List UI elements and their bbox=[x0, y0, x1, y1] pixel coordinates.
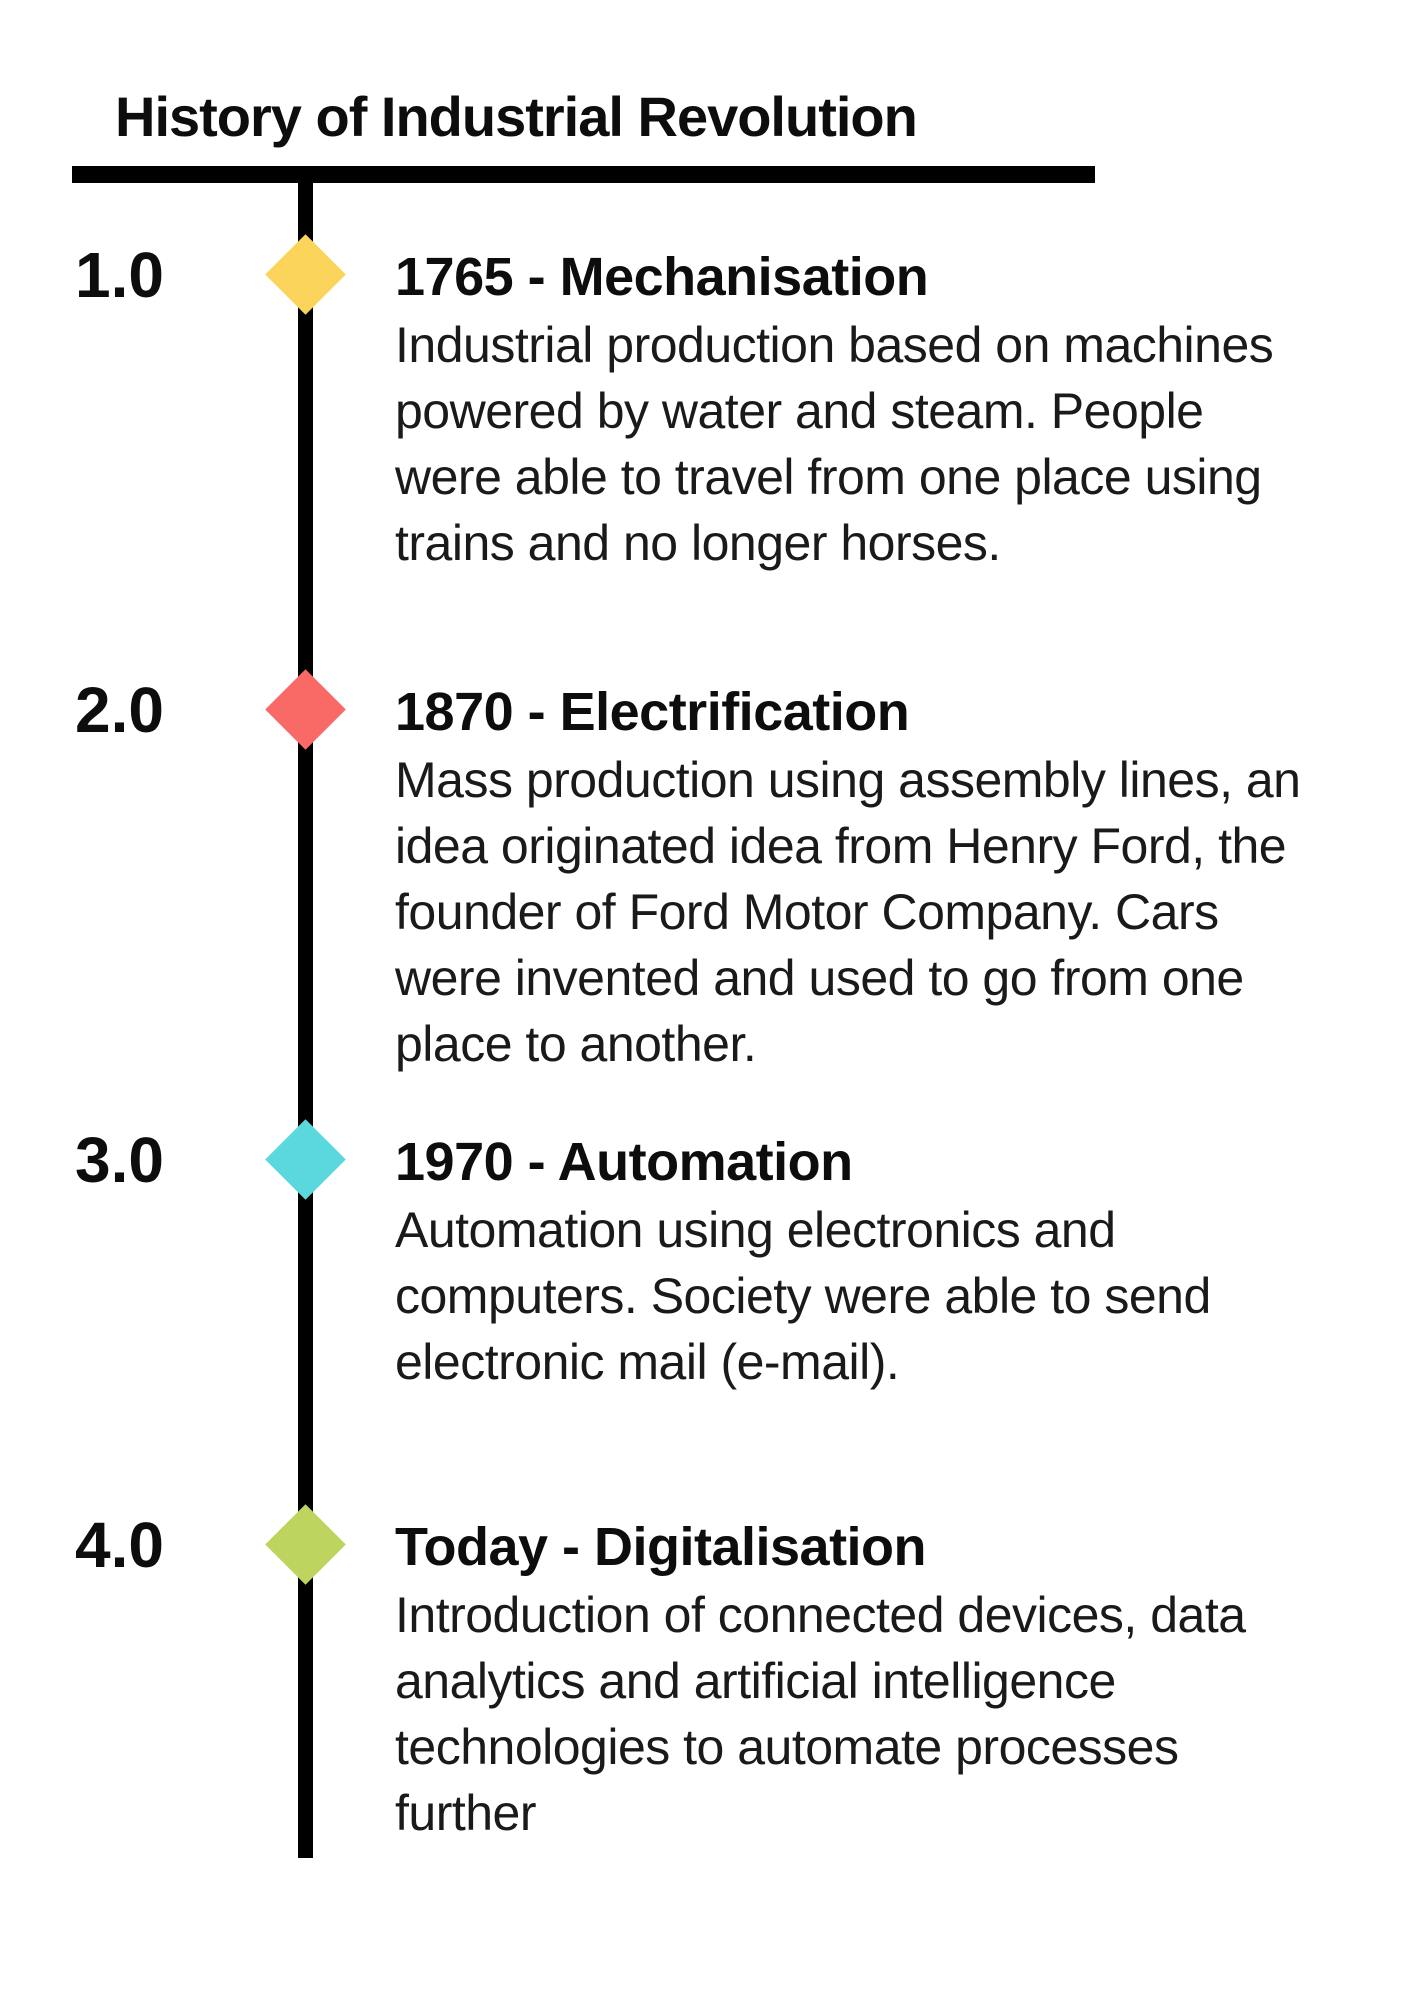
version-label-2: 2.0 bbox=[75, 674, 164, 746]
event-description-1: Industrial production based on machines … bbox=[395, 317, 1274, 571]
event-description-2: Mass production using assembly lines, an… bbox=[395, 752, 1301, 1072]
event-heading-3: 1970 - Automation bbox=[395, 1132, 853, 1192]
event-description-4: Introduction of connected devices, data … bbox=[395, 1587, 1246, 1841]
page-title: History of Industrial Revolution bbox=[115, 85, 918, 148]
diamond-icon bbox=[265, 669, 346, 750]
version-label-3: 3.0 bbox=[75, 1124, 164, 1196]
event-description-3: Automation using electronics and compute… bbox=[395, 1202, 1211, 1390]
version-label-1: 1.0 bbox=[75, 239, 164, 311]
version-label-4: 4.0 bbox=[75, 1509, 164, 1581]
timeline-vertical-line bbox=[298, 166, 313, 1858]
event-heading-2: 1870 - Electrification bbox=[395, 682, 910, 742]
event-heading-1: 1765 - Mechanisation bbox=[395, 247, 929, 307]
timeline-horizontal-bar bbox=[72, 166, 1095, 183]
diamond-icon bbox=[265, 1119, 346, 1200]
event-heading-4: Today - Digitalisation bbox=[395, 1517, 927, 1577]
diamond-icon bbox=[265, 234, 346, 315]
diamond-icon bbox=[265, 1504, 346, 1585]
